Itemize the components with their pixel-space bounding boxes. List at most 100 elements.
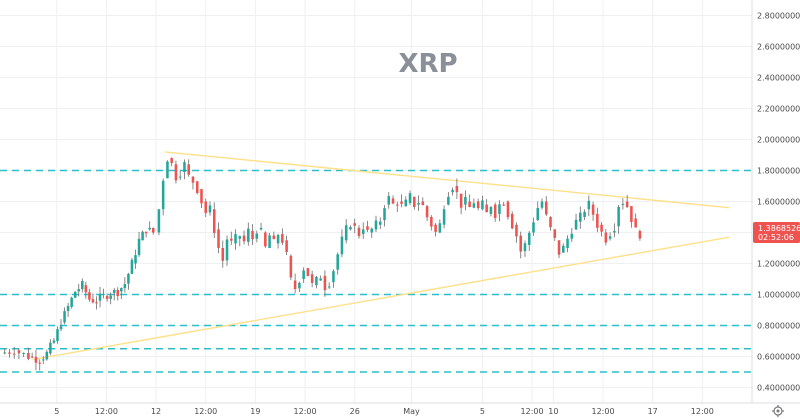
- candle-body: [151, 227, 155, 233]
- candle-body: [566, 238, 569, 248]
- candle-body: [52, 340, 56, 343]
- candle-body: [557, 240, 561, 255]
- candle-body: [200, 189, 203, 204]
- candle-body: [587, 200, 591, 210]
- candle-body: [84, 285, 88, 293]
- candle-body: [625, 201, 629, 208]
- candle-body: [455, 186, 459, 193]
- y-tick-label: 2.20000000: [757, 105, 800, 114]
- x-tick-label: 12:00: [521, 407, 544, 416]
- candle-body: [38, 362, 42, 364]
- current-price-countdown: 02:52:06: [758, 233, 794, 242]
- candle-body: [476, 201, 480, 209]
- candle-body: [374, 220, 378, 230]
- candle-body: [383, 208, 386, 221]
- candle-body: [570, 233, 574, 239]
- candle-body: [604, 232, 608, 243]
- candle-body: [166, 161, 169, 179]
- y-tick-label: 1.00000000: [757, 291, 800, 300]
- candle-body: [430, 217, 433, 227]
- candle-body: [459, 193, 463, 208]
- candle-body: [229, 238, 233, 241]
- candle-body: [70, 297, 73, 307]
- candle-body: [485, 204, 488, 213]
- candle-body: [327, 286, 331, 288]
- candle-body: [130, 259, 134, 274]
- horizontal-levels: [0, 169, 752, 373]
- candle-body: [157, 209, 161, 233]
- candle-body: [366, 226, 369, 230]
- candle-body: [170, 158, 173, 164]
- candle-body: [608, 236, 612, 239]
- candle-body: [259, 227, 263, 230]
- candle-body: [638, 230, 642, 239]
- candle-body: [621, 203, 625, 205]
- candle-body: [591, 204, 595, 215]
- candle-body: [400, 201, 403, 204]
- candle-body: [596, 213, 599, 228]
- candle-body: [137, 238, 141, 256]
- candle-body: [272, 235, 276, 240]
- candle-body: [617, 206, 620, 227]
- candle-body: [349, 227, 352, 230]
- candle-body: [464, 196, 467, 205]
- candle-body: [225, 239, 229, 261]
- candle-body: [234, 234, 237, 244]
- trend-lines: [32, 151, 730, 361]
- candle-body: [195, 181, 199, 193]
- candle-body: [174, 164, 178, 181]
- candle-body: [66, 305, 70, 312]
- candle-body: [17, 350, 21, 354]
- x-tick-label: 5: [54, 407, 59, 416]
- candle-body: [91, 299, 95, 303]
- candle-body: [298, 282, 301, 289]
- candle-body: [498, 204, 501, 214]
- candle-body: [285, 240, 288, 252]
- candle-body: [109, 295, 112, 299]
- candle-body: [344, 225, 348, 241]
- x-tick-label: 19: [250, 407, 260, 416]
- current-price-value: 1.38685266: [758, 224, 800, 233]
- x-tick-label: 5: [480, 407, 485, 416]
- candle-body: [251, 230, 254, 240]
- candle-body: [63, 311, 66, 323]
- candle-body: [81, 280, 84, 290]
- candle-body: [540, 201, 544, 208]
- candle-body: [553, 229, 557, 238]
- candle-body: [268, 235, 271, 248]
- candle-body: [45, 351, 49, 360]
- candle-body: [447, 196, 450, 205]
- candle-body: [217, 229, 220, 249]
- candle-body: [408, 193, 412, 204]
- candle-body: [302, 270, 305, 279]
- candle-body: [127, 273, 130, 284]
- candle-body: [30, 356, 34, 358]
- candle-body: [353, 223, 356, 226]
- x-tick-label: 12:00: [294, 407, 317, 416]
- y-tick-label: 1.20000000: [757, 260, 800, 269]
- candle-body: [600, 224, 603, 232]
- y-tick-label: 2.00000000: [757, 136, 800, 145]
- candle-body: [438, 223, 442, 233]
- candle-body: [319, 278, 322, 281]
- y-tick-label: 1.80000000: [757, 167, 800, 176]
- candle-body: [404, 199, 408, 207]
- candle-body: [378, 221, 382, 225]
- candle-body: [493, 204, 497, 219]
- candle-body: [247, 228, 250, 242]
- x-tick-label: 17: [648, 407, 658, 416]
- y-tick-label: 2.80000000: [757, 12, 800, 21]
- candle-body: [238, 236, 242, 239]
- candle-body: [506, 201, 510, 218]
- candle-body: [630, 206, 633, 222]
- candle-body: [144, 231, 148, 234]
- candle-body: [22, 352, 25, 354]
- candle-body: [583, 211, 586, 217]
- grid-layer: [0, 0, 752, 403]
- settings-gear-icon[interactable]: [772, 405, 784, 417]
- candle-body: [27, 352, 30, 359]
- candle-body: [468, 201, 471, 208]
